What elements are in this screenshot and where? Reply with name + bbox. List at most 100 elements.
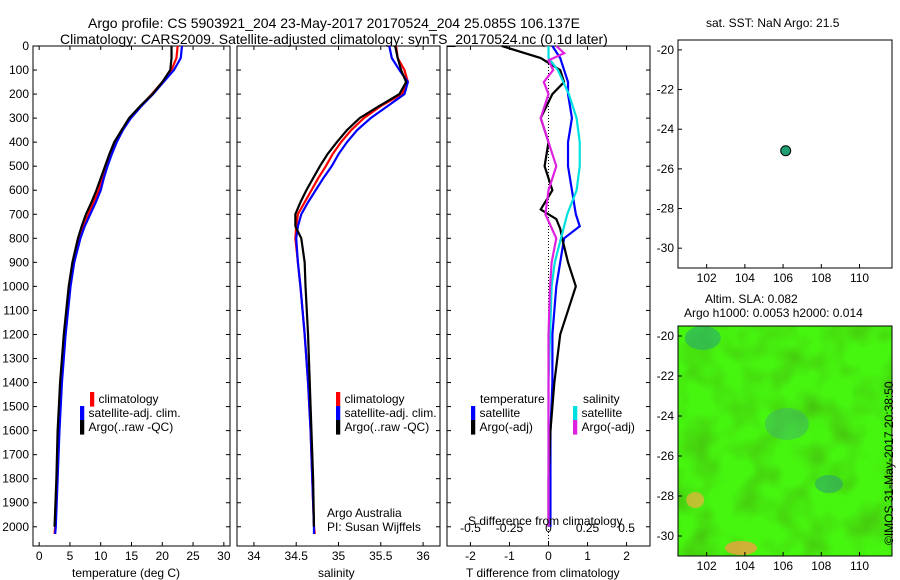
sla-map-cool-patch bbox=[814, 475, 843, 493]
diff-legend-temp-satellite: ▌satellite bbox=[471, 406, 521, 420]
argo-float-marker bbox=[780, 145, 792, 157]
sal-legend-climatology: ▌climatology bbox=[336, 392, 405, 406]
diff-top-tick-label: 0 bbox=[545, 521, 552, 535]
sst-map-ytick-label: -20 bbox=[657, 43, 675, 57]
sal-legend-satellite: ▌satellite-adj. clim. bbox=[336, 406, 437, 420]
credit-line1: Argo Australia bbox=[327, 506, 402, 520]
depth-tick-label: 0 bbox=[22, 39, 29, 53]
temperature-series-2 bbox=[53, 46, 173, 527]
temperature-series-1 bbox=[54, 45, 184, 535]
title-line1: Argo profile: CS 5903921_204 23-May-2017… bbox=[88, 15, 580, 31]
sla-map-cool-patch bbox=[764, 408, 809, 440]
sla-map-ytick-label: -20 bbox=[657, 329, 675, 343]
depth-tick-label: 1500 bbox=[2, 400, 29, 414]
temp-legend-climatology: ▌climatology bbox=[90, 392, 159, 406]
sst-map-title: sat. SST: NaN Argo: 21.5 bbox=[706, 16, 840, 30]
sst-map-xtick-label: 110 bbox=[850, 271, 869, 285]
difference-line-salinity-argo-adj- bbox=[539, 45, 567, 527]
sla-map-xtick-label: 104 bbox=[735, 559, 755, 573]
salinity-series-1 bbox=[295, 45, 410, 534]
title-line2: Climatology: CARS2009. Satellite-adjuste… bbox=[60, 31, 608, 47]
depth-tick-label: 1600 bbox=[2, 424, 29, 438]
sst-map-ytick-label: -24 bbox=[657, 122, 675, 136]
sla-map-ytick-label: -24 bbox=[657, 409, 675, 423]
difference-series-1 bbox=[501, 44, 577, 527]
imos-stamp: ©IMOS 31-May-2017 20:38:50 bbox=[882, 381, 896, 545]
diff-legend-sal-argo: ▌Argo(-adj) bbox=[573, 420, 635, 434]
depth-tick-label: 500 bbox=[9, 159, 29, 173]
salinity-xlabel: salinity bbox=[318, 566, 355, 580]
depth-tick-label: 2000 bbox=[2, 520, 29, 534]
diff-legend-temp-argo: ▌Argo(-adj) bbox=[471, 420, 533, 434]
temperature-xtick-label: 5 bbox=[67, 549, 74, 563]
diff-top-tick-label: -0.25 bbox=[496, 521, 524, 535]
diff-xlabel-top: S difference from climatology bbox=[468, 514, 623, 528]
sla-map-ytick-label: -22 bbox=[657, 369, 675, 383]
sla-map-title1: Altim. SLA: 0.082 bbox=[705, 292, 798, 306]
diff-top-tick-label: 0.25 bbox=[576, 521, 600, 535]
difference-xtick-label: 0 bbox=[545, 549, 552, 563]
temp-legend-argo: ▌Argo(..raw -QC) bbox=[80, 420, 174, 434]
depth-tick-label: 1000 bbox=[2, 279, 29, 293]
sla-map-field bbox=[678, 326, 892, 556]
sla-map-ytick-label: -28 bbox=[657, 489, 675, 503]
salinity-xtick-label: 35.5 bbox=[369, 549, 393, 563]
depth-tick-label: 800 bbox=[9, 231, 29, 245]
difference-xtick-label: -2 bbox=[465, 549, 476, 563]
temperature-series-0 bbox=[53, 45, 179, 535]
temperature-xtick-label: 25 bbox=[186, 549, 200, 563]
salinity-series-2 bbox=[294, 45, 408, 527]
salinity-frame bbox=[236, 45, 441, 547]
sst-map-ytick-label: -22 bbox=[657, 83, 675, 97]
temperature-xtick-label: 15 bbox=[125, 549, 139, 563]
credit-line2: PI: Susan Wijffels bbox=[327, 520, 421, 534]
depth-tick-label: 900 bbox=[9, 255, 29, 269]
temperature-frame bbox=[32, 45, 231, 547]
temperature-xtick-label: 0 bbox=[36, 549, 43, 563]
depth-tick-label: 400 bbox=[9, 135, 29, 149]
sla-map-ytick-label: -26 bbox=[657, 449, 675, 463]
sla-map-xtick-label: 106 bbox=[773, 559, 793, 573]
difference-xtick-label: 2 bbox=[623, 549, 630, 563]
sla-map-frame bbox=[677, 325, 893, 557]
depth-tick-label: 300 bbox=[9, 111, 29, 125]
diff-legend-sal-satellite: ▌satellite bbox=[573, 406, 623, 420]
salinity-xtick-label: 34.5 bbox=[285, 549, 309, 563]
sst-map-xtick-label: 106 bbox=[773, 271, 793, 285]
temp-legend-satellite: ▌satellite-adj. clim. bbox=[80, 406, 181, 420]
sla-map-warm-patch bbox=[725, 541, 758, 555]
depth-tick-label: 1200 bbox=[2, 327, 29, 341]
depth-tick-label: 1400 bbox=[2, 376, 29, 390]
depth-tick-label: 1900 bbox=[2, 496, 29, 510]
sla-map-xtick-label: 102 bbox=[697, 559, 717, 573]
temperature-line-argo-raw-qc- bbox=[53, 46, 173, 527]
depth-tick-label: 1100 bbox=[3, 303, 29, 317]
sla-map-title2: Argo h1000: 0.0053 h2000: 0.014 bbox=[684, 306, 863, 320]
sla-map-warm-patch bbox=[686, 492, 705, 508]
temperature-line-climatology bbox=[53, 45, 179, 535]
sst-map-xtick-label: 104 bbox=[735, 271, 755, 285]
salinity-line-argo-raw-qc- bbox=[294, 45, 408, 527]
depth-tick-label: 1800 bbox=[2, 472, 29, 486]
sla-map-cool-patch bbox=[684, 326, 721, 350]
sst-map-xtick-label: 108 bbox=[811, 271, 831, 285]
diff-top-tick-label: 0.5 bbox=[618, 521, 635, 535]
difference-series-3 bbox=[539, 45, 567, 527]
depth-tick-label: 1700 bbox=[2, 448, 29, 462]
salinity-line-satellite-adj-clim- bbox=[295, 45, 410, 534]
temperature-xlabel: temperature (deg C) bbox=[72, 566, 181, 580]
sla-map-ytick-label: -30 bbox=[657, 529, 675, 543]
diff-top-tick-label: -0.5 bbox=[460, 521, 481, 535]
depth-tick-label: 100 bbox=[9, 63, 29, 77]
salinity-xtick-label: 35 bbox=[332, 549, 346, 563]
salinity-xtick-label: 36 bbox=[416, 549, 430, 563]
depth-tick-label: 600 bbox=[9, 183, 29, 197]
diff-legend-temp-title: temperature bbox=[480, 392, 545, 406]
depth-tick-label: 1300 bbox=[2, 352, 29, 366]
difference-xtick-label: 1 bbox=[584, 549, 591, 563]
difference-series-0 bbox=[549, 45, 582, 527]
sst-map-ytick-label: -26 bbox=[657, 162, 675, 176]
depth-tick-label: 700 bbox=[9, 207, 29, 221]
diff-xlabel-bottom: T difference from climatology bbox=[466, 566, 620, 580]
